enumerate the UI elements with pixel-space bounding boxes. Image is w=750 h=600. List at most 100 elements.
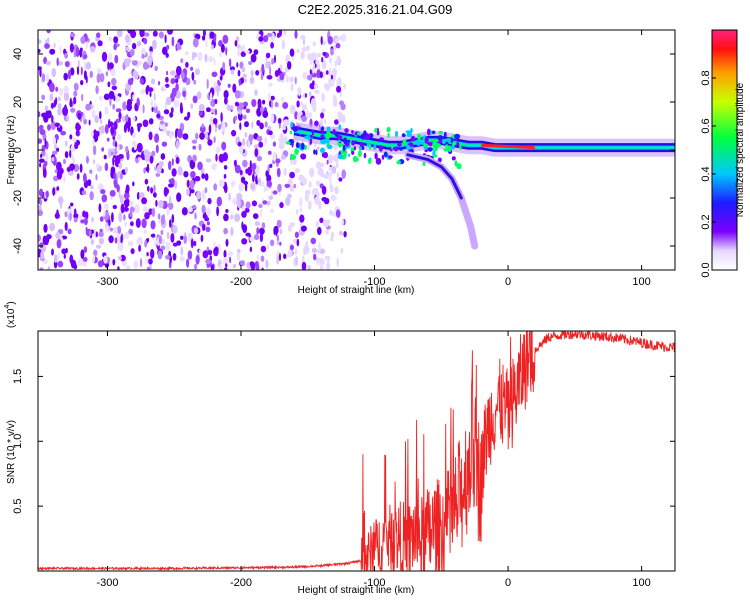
noise-blob [64, 61, 70, 68]
noise-blob [281, 39, 286, 50]
noise-blob [256, 155, 263, 162]
noise-blob [268, 82, 273, 87]
noise-blob [83, 246, 88, 254]
track-speckle [396, 160, 402, 165]
noise-blob [241, 238, 248, 245]
noise-blob [232, 198, 238, 205]
noise-blob [154, 65, 158, 72]
noise-blob [254, 261, 259, 267]
noise-blob [278, 191, 281, 196]
noise-blob [143, 32, 150, 37]
noise-blob [98, 95, 104, 101]
noise-blob [329, 57, 332, 64]
noise-blob [73, 50, 77, 58]
noise-blob [133, 141, 137, 151]
noise-blob [62, 106, 69, 117]
noise-blob [104, 106, 109, 115]
noise-blob [341, 33, 347, 42]
noise-blob [311, 247, 317, 253]
noise-blob [315, 161, 322, 169]
noise-blob [112, 259, 116, 266]
noise-blob [334, 119, 339, 125]
track-speckle [373, 144, 377, 150]
noise-blob [248, 61, 253, 65]
noise-blob [328, 67, 332, 77]
noise-blob [309, 167, 315, 178]
noise-blob [213, 183, 218, 191]
noise-blob [323, 119, 327, 124]
noise-blob [112, 103, 116, 110]
noise-blob [103, 209, 106, 217]
noise-blob [160, 215, 165, 225]
noise-blob [114, 54, 119, 64]
noise-blob [279, 30, 282, 36]
noise-blob [56, 209, 59, 219]
noise-blob [324, 255, 331, 260]
noise-blob [39, 124, 44, 131]
track-speckle [443, 147, 449, 152]
noise-blob [326, 159, 329, 165]
noise-blob [300, 34, 306, 40]
noise-blob [260, 208, 263, 217]
noise-blob [221, 141, 227, 151]
noise-blob [103, 93, 110, 101]
noise-blob [166, 44, 170, 50]
noise-blob [76, 173, 80, 180]
noise-blob [266, 180, 273, 188]
noise-blob [103, 154, 107, 160]
noise-blob [168, 183, 174, 188]
noise-blob [204, 217, 210, 222]
noise-blob [160, 153, 166, 160]
noise-blob [140, 89, 146, 95]
noise-blob [123, 199, 130, 208]
noise-blob [240, 176, 246, 184]
noise-blob [225, 238, 229, 247]
track-speckle [386, 126, 391, 133]
track-speckle [405, 130, 412, 134]
noise-blob [109, 227, 113, 232]
noise-blob [244, 78, 247, 83]
noise-blob [52, 136, 57, 146]
noise-blob [118, 190, 121, 199]
noise-blob [190, 238, 194, 249]
noise-blob [212, 118, 218, 125]
noise-blob [317, 226, 322, 236]
noise-blob [186, 258, 190, 268]
noise-blob [76, 66, 80, 76]
noise-blob [38, 209, 43, 217]
noise-blob [144, 212, 150, 220]
noise-blob [241, 66, 246, 73]
noise-blob [194, 263, 198, 270]
noise-blob [67, 228, 72, 235]
noise-blob [262, 99, 266, 105]
noise-blob [307, 264, 311, 270]
noise-blob [41, 73, 46, 83]
noise-blob [241, 221, 244, 230]
noise-blob [80, 66, 83, 76]
noise-blob [139, 192, 145, 199]
track-speckle [367, 134, 371, 140]
noise-blob [161, 141, 168, 147]
noise-blob [69, 163, 75, 171]
noise-blob [299, 207, 302, 213]
noise-blob [317, 146, 320, 151]
noise-blob [249, 76, 255, 85]
noise-blob [325, 70, 329, 75]
noise-blob [149, 46, 153, 53]
noise-blob [39, 242, 44, 249]
noise-blob [82, 113, 86, 121]
noise-blob [259, 227, 265, 235]
noise-blob [84, 61, 87, 71]
noise-blob [53, 42, 56, 49]
noise-blob [326, 262, 331, 270]
noise-blob [335, 209, 341, 218]
noise-blob [66, 114, 70, 122]
noise-blob [75, 129, 80, 136]
noise-blob [301, 176, 307, 186]
noise-blob [290, 83, 294, 92]
noise-blob [95, 244, 102, 249]
noise-blob [192, 95, 198, 104]
noise-blob [244, 121, 249, 128]
track-speckle [327, 144, 333, 150]
noise-blob [150, 187, 154, 194]
